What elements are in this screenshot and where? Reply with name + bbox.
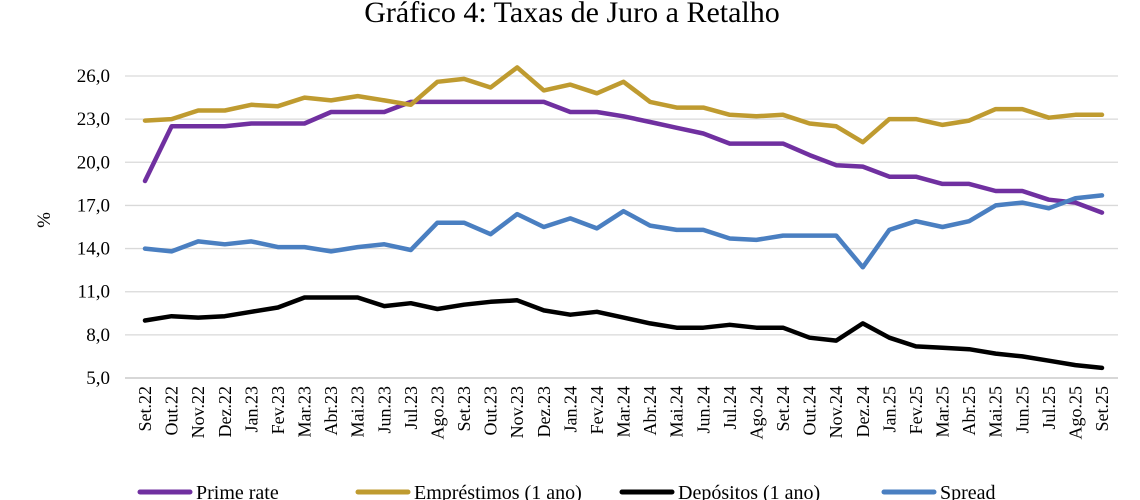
x-tick-label: Abr.24: [640, 386, 660, 436]
series-line-prime-rate: [142, 99, 1105, 215]
y-axis-label: %: [34, 212, 55, 228]
series-line-spread: [142, 193, 1105, 270]
x-tick-label: Out.22: [162, 386, 182, 436]
series-line-depositos-1-ano: [142, 295, 1105, 371]
y-tick-label: 11,0: [77, 282, 110, 303]
chart-title: Gráfico 4: Taxas de Juro a Retalho: [364, 0, 780, 29]
x-tick-label: Ago.24: [746, 386, 766, 440]
x-tick-label: Mar.25: [933, 386, 953, 438]
legend-label-depositos-1-ano: Depósitos (1 ano): [678, 482, 820, 500]
y-tick-label: 5,0: [86, 368, 110, 389]
x-tick-label: Mai.25: [986, 386, 1006, 438]
x-tick-label: Jun.23: [374, 386, 394, 434]
x-tick-label: Jan.25: [879, 386, 899, 433]
x-tick-label: Ago.23: [427, 386, 447, 440]
x-tick-label: Ago.25: [1065, 386, 1085, 440]
x-tick-label: Nov.23: [507, 386, 527, 438]
x-tick-label: Set.23: [454, 386, 474, 432]
x-tick-label: Mai.24: [667, 386, 687, 438]
x-tick-label: Fev.23: [268, 386, 288, 434]
x-tick-label: Dez.24: [853, 386, 873, 437]
series-lines: [142, 65, 1105, 371]
x-tick-label: Jun.24: [693, 386, 713, 434]
x-tick-label: Out.23: [481, 386, 501, 436]
legend-label-emprestimos-1-ano: Empréstimos (1 ano): [414, 482, 582, 500]
y-tick-label: 20,0: [77, 152, 110, 173]
y-tick-label: 17,0: [77, 195, 110, 216]
x-tick-label: Out.24: [800, 386, 820, 436]
x-tick-label: Jul.23: [401, 386, 421, 430]
x-tick-label: Mai.23: [348, 386, 368, 438]
x-tick-label: Nov.22: [188, 386, 208, 438]
x-tick-label: Abr.23: [321, 386, 341, 436]
x-tick-label: Fev.24: [587, 386, 607, 434]
x-tick-labels: Set.22 Out.22 Nov.22 Dez.22 Jan.23 Fev.23 Mar.…: [135, 386, 1112, 440]
x-tick-label: Jul.24: [720, 386, 740, 430]
x-tick-label: Dez.22: [215, 386, 235, 437]
x-tick-label: Jul.25: [1039, 386, 1059, 430]
x-tick-label: Mar.23: [295, 386, 315, 438]
x-tick-label: Set.25: [1092, 386, 1112, 432]
x-tick-label: Set.22: [135, 386, 155, 432]
legend: Prime rate Empréstimos (1 ano) Depósitos (…: [137, 482, 996, 500]
legend-label-prime-rate: Prime rate: [196, 482, 279, 500]
series-line-emprestimos-1-ano: [142, 65, 1105, 145]
y-tick-label: 26,0: [77, 66, 110, 87]
x-tick-label: Fev.25: [906, 386, 926, 434]
y-tick-label: 23,0: [77, 109, 110, 130]
x-tick-label: Jan.24: [560, 386, 580, 433]
x-tick-label: Nov.24: [826, 386, 846, 438]
y-tick-labels: 5,0 8,0 11,0 14,0 17,0 20,0 23,0 26,0: [77, 66, 110, 389]
x-tick-label: Mar.24: [614, 386, 634, 438]
y-tick-label: 8,0: [86, 325, 110, 346]
y-tick-label: 14,0: [77, 239, 110, 260]
x-tick-label: Dez.23: [534, 386, 554, 437]
x-tick-label: Abr.25: [959, 386, 979, 436]
legend-label-spread: Spread: [940, 482, 996, 500]
x-tick-label: Jun.25: [1012, 386, 1032, 434]
x-tick-label: Set.24: [773, 386, 793, 432]
x-tick-label: Jan.23: [241, 386, 261, 433]
